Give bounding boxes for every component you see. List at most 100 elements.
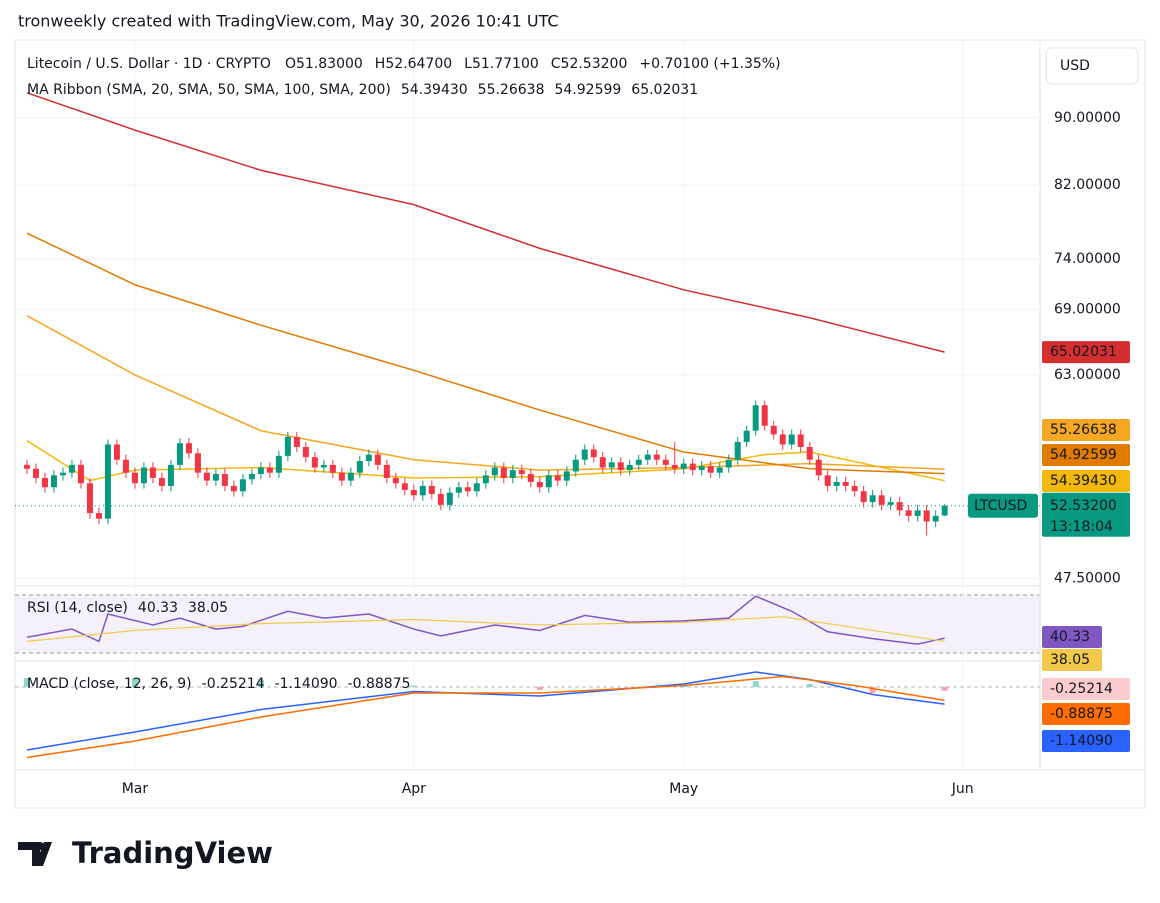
indicator-value: 38.05 [188, 600, 228, 616]
indicator-line [26, 92, 945, 353]
change: +0.70100 (+1.35%) [639, 56, 780, 72]
candle-body [500, 467, 507, 478]
candle-body [23, 464, 30, 469]
candle-body [482, 475, 489, 484]
candle-body [680, 463, 687, 469]
candle-body [626, 464, 633, 471]
candle-body [572, 459, 579, 472]
candle-body [77, 464, 84, 484]
candle-body [662, 459, 669, 465]
candle-body [716, 467, 723, 473]
histogram-bar [941, 687, 948, 691]
candle-body [176, 443, 183, 465]
candle-body [338, 472, 345, 481]
candle-body [140, 467, 147, 484]
candle-body [725, 459, 732, 468]
indicator-title: RSI (14, close) [27, 600, 128, 616]
indicator-line [26, 315, 945, 471]
ohlc-value: 51.77100 [472, 56, 539, 72]
chart-frame [14, 39, 1146, 809]
candle-body [851, 485, 858, 492]
candle-body [914, 510, 921, 516]
countdown: 13:18:04 [1050, 519, 1113, 535]
x-tick-label: Mar [122, 781, 149, 797]
candle-body [194, 453, 201, 473]
indicator-value: -0.25214 [202, 676, 265, 692]
candle-body [464, 487, 471, 492]
price-badge [1042, 678, 1130, 700]
indicator-line [26, 232, 945, 475]
price-badge-text: -0.88875 [1050, 706, 1113, 722]
candle-body [383, 464, 390, 478]
chart-title: Litecoin / U.S. Dollar · 1D · CRYPTO [27, 56, 271, 72]
candle-body [806, 446, 813, 460]
x-tick-label: Jun [951, 781, 974, 797]
y-tick-label: 63.00000 [1054, 367, 1121, 383]
candle-body [266, 467, 273, 473]
candle-body [941, 505, 948, 516]
symbol: LTCUSD [974, 498, 1027, 514]
price-badge [1042, 703, 1130, 725]
candle-body [581, 449, 588, 460]
candle-body [104, 444, 111, 519]
currency[interactable]: USD [1060, 58, 1090, 74]
y-tick-label: 47.50000 [1054, 570, 1121, 586]
candle-body [149, 467, 156, 478]
candle-body [653, 454, 660, 460]
candle-body [491, 467, 498, 476]
candle-body [932, 515, 939, 522]
indicator-line [26, 595, 945, 645]
candle-body [374, 454, 381, 465]
histogram-bar [257, 679, 264, 688]
attribution: tronweekly created with TradingView.com,… [18, 12, 559, 31]
histogram-bar [131, 678, 138, 688]
price-badge-text: 38.05 [1050, 652, 1090, 668]
candle-body [473, 483, 480, 492]
candle-body [122, 459, 129, 473]
price-badge-text: -0.25214 [1050, 681, 1113, 697]
candle-body [158, 477, 165, 486]
price-badge [1042, 341, 1130, 364]
price-badge-text: 54.39430 [1050, 473, 1117, 489]
candle-body [788, 434, 795, 445]
candle-body [590, 449, 597, 458]
price-badge-text: 52.53200 [1050, 498, 1117, 514]
candle-body [689, 463, 696, 471]
candle-body [455, 487, 462, 493]
candle-body [68, 464, 75, 473]
candle-body [797, 434, 804, 447]
candle-body [419, 485, 426, 496]
candle-body [230, 485, 237, 492]
candle-body [347, 472, 354, 481]
overlay-value: 65.02031 [631, 82, 698, 98]
indicator-value: -1.14090 [275, 676, 338, 692]
candle-body [860, 491, 867, 503]
price-badge [1042, 444, 1130, 466]
overlay-title: MA Ribbon (SMA, 20, SMA, 50, SMA, 100, S… [27, 82, 391, 98]
y-tick-label: 74.00000 [1054, 251, 1121, 267]
candle-body [428, 485, 435, 494]
candle-body [554, 475, 561, 481]
candle-body [878, 495, 885, 505]
candle-body [779, 434, 786, 445]
y-tick-label: 82.00000 [1054, 177, 1121, 193]
indicator-line [26, 440, 945, 482]
currency-button[interactable] [1045, 47, 1139, 85]
candle-body [392, 477, 399, 484]
price-badge [1042, 649, 1102, 671]
candle-body [185, 443, 192, 454]
candle-body [923, 510, 930, 522]
candle-body [50, 475, 57, 488]
candle-body [239, 479, 246, 492]
candle-body [545, 475, 552, 488]
candle-body [518, 470, 525, 475]
candle-body [563, 471, 570, 481]
histogram-bar [536, 687, 543, 691]
histogram-bar [752, 681, 759, 688]
candle-body [275, 455, 282, 473]
candle-body [167, 464, 174, 486]
candle-body [437, 493, 444, 505]
ohlc-label: C [551, 56, 561, 72]
overlay-value: 55.26638 [478, 82, 545, 98]
